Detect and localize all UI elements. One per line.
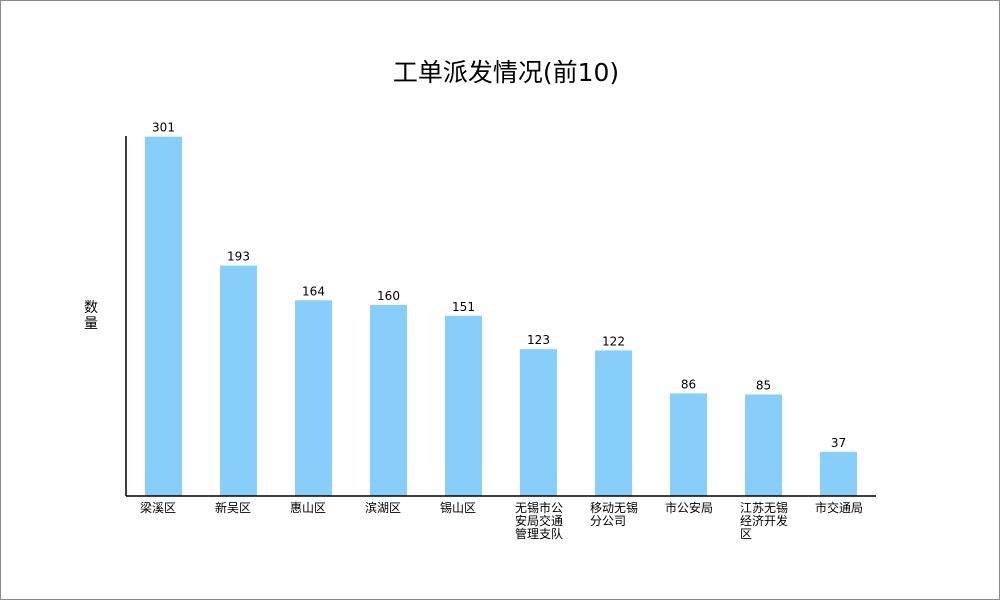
bar: [670, 393, 707, 496]
x-tick-label: 滨湖区: [365, 500, 401, 515]
bar: [295, 300, 332, 496]
chart-title: 工单派发情况(前10): [393, 58, 619, 87]
bar-value-label: 85: [756, 379, 771, 393]
bar-value-label: 164: [302, 284, 325, 298]
bar-value-label: 301: [152, 121, 175, 135]
bar-value-label: 37: [831, 436, 846, 450]
bar-value-label: 122: [602, 334, 625, 348]
x-tick-label: 新吴区: [215, 500, 251, 515]
x-tick-label: 移动无锡分公司: [590, 500, 638, 528]
bar: [520, 349, 557, 496]
bar-value-label: 86: [681, 377, 696, 391]
bar-value-label: 193: [227, 250, 250, 264]
bar: [145, 136, 182, 496]
bar: [370, 305, 407, 496]
bar: [445, 315, 482, 496]
y-axis-label: 数量: [84, 300, 98, 332]
x-tick-label: 锡山区: [440, 500, 476, 515]
bar: [595, 350, 632, 496]
x-tick-label: 梁溪区: [140, 500, 176, 515]
x-tick-label: 市公安局: [665, 500, 713, 515]
bar: [745, 394, 782, 496]
value-labels-group: 301 193 164 160 151 123 122 86 85 37: [152, 121, 846, 450]
x-tick-label: 市交通局: [815, 500, 863, 515]
x-tick-label: 无锡市公安局交通管理支队: [515, 500, 563, 541]
bars-group: [145, 136, 857, 496]
bar-value-label: 160: [377, 289, 400, 303]
bar: [820, 451, 857, 496]
x-tick-label: 惠山区: [290, 501, 326, 515]
bar-value-label: 151: [452, 300, 475, 314]
bar: [220, 265, 257, 496]
x-tick-label: 江苏无锡经济开发区: [740, 500, 788, 541]
bar-value-label: 123: [527, 333, 550, 347]
